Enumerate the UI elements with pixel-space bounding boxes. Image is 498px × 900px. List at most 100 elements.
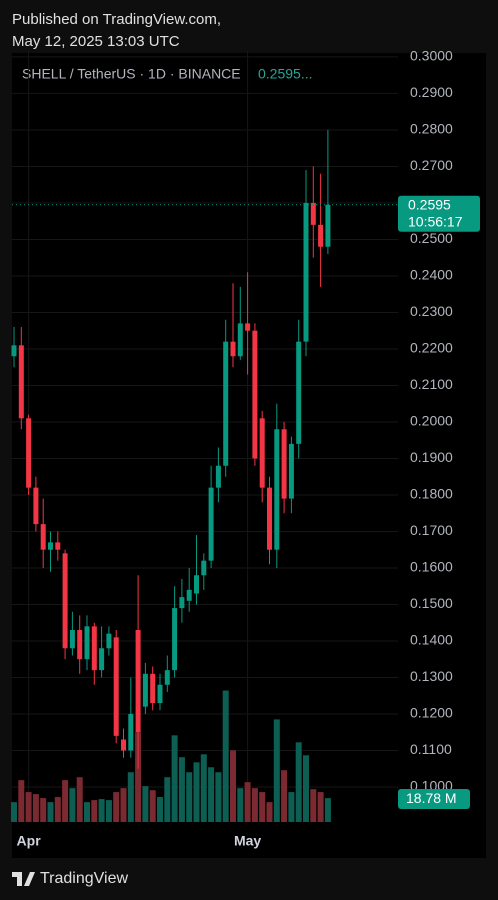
y-tick-label: 0.1100 [410, 741, 452, 757]
y-tick-label: 0.2500 [410, 230, 453, 246]
candle-body [150, 673, 156, 704]
volume-bar [91, 800, 98, 822]
y-tick-label: 0.2400 [410, 267, 453, 283]
volume-tag [398, 789, 470, 809]
plot: 0.30000.29000.28000.27000.26000.25000.24… [11, 48, 480, 849]
volume-bar [135, 732, 142, 822]
candle-body [84, 626, 90, 660]
volume-bar [193, 762, 200, 822]
y-tick-label: 0.2000 [410, 413, 453, 429]
candle-body [267, 487, 272, 550]
candle-body [121, 739, 126, 751]
candle-body [186, 589, 192, 601]
y-tick-label: 0.1400 [410, 632, 453, 648]
candle-body [259, 418, 265, 488]
volume-tag-label: 18.78 M [406, 790, 457, 806]
volume-bar [25, 792, 32, 822]
symbol: SHELL / TetherUS · 1D · BINANCE [22, 66, 241, 82]
y-tick-label: 0.1500 [410, 595, 453, 611]
candle-body [318, 224, 324, 247]
published-date: May 12, 2025 13:03 UTC [12, 33, 180, 50]
volume-bar [281, 770, 288, 822]
y-tick-label: 0.2200 [410, 340, 453, 356]
volume-bar [324, 798, 331, 822]
volume-bar [120, 788, 127, 822]
candle-body [288, 443, 294, 499]
published-text: Published on TradingView.com, [12, 11, 221, 28]
y-tick-label: 0.1700 [410, 522, 453, 538]
candle-body [208, 487, 214, 561]
volume-bar [186, 772, 193, 822]
volume-bar [32, 794, 39, 822]
y-tick-label: 0.2300 [410, 303, 453, 319]
candle-body [128, 713, 134, 751]
candle-body [99, 648, 105, 671]
candle-body [33, 487, 39, 525]
candle-body [252, 330, 258, 459]
candle-body [18, 345, 24, 419]
logo-icon [12, 872, 35, 886]
candle-body [157, 684, 163, 704]
candle-body [223, 341, 229, 466]
candle-body [274, 429, 280, 550]
candle-body [281, 429, 287, 499]
y-tick-label: 0.2100 [410, 376, 453, 392]
candle-body [113, 637, 119, 736]
candle-body [179, 597, 185, 609]
volume-bar [273, 719, 280, 822]
chart-panel [12, 53, 486, 858]
volume-bar [142, 786, 149, 822]
volume-bar [98, 799, 105, 822]
volume-bar [113, 792, 120, 822]
candle-body [91, 626, 97, 671]
candle-body [237, 323, 243, 357]
candle-body [245, 323, 251, 331]
candle-body [48, 542, 53, 550]
candle-body [62, 553, 68, 649]
y-tick-label: 0.1900 [410, 449, 453, 465]
candle-body [201, 560, 207, 576]
candle-body [77, 630, 83, 660]
candle-body [55, 542, 61, 550]
x-tick-label: May [234, 833, 261, 849]
candle-body [40, 524, 46, 550]
volume-bar [215, 772, 222, 822]
candle-body [69, 630, 75, 649]
candle-body [11, 345, 17, 357]
x-tick-label: Apr [17, 833, 42, 849]
volume-bar [222, 690, 229, 822]
logo: TradingView [12, 870, 128, 887]
volume-bar [310, 789, 317, 822]
candle-body [172, 608, 178, 671]
y-tick-label: 0.1200 [410, 705, 453, 721]
volume-bar [54, 797, 61, 822]
candle-body [215, 465, 221, 488]
candle-body [142, 673, 148, 707]
candle-body [303, 202, 309, 342]
candle-body [325, 204, 331, 247]
y-tick-label: 0.2800 [410, 121, 453, 137]
volume-bar [62, 780, 69, 822]
volume-bar [11, 802, 17, 822]
candle-body [26, 418, 32, 488]
y-tick-label: 0.2700 [410, 157, 453, 173]
volume-bar [244, 782, 251, 822]
volume-bar [171, 735, 178, 822]
candle-body [164, 670, 170, 685]
header-price: 0.2595... [258, 66, 313, 82]
volume-bar [230, 750, 236, 822]
volume-bar [84, 802, 90, 822]
volume-bar [200, 754, 207, 822]
volume-bar [40, 798, 47, 822]
candle-body [135, 630, 141, 733]
price-tag-label: 0.2595 [408, 196, 451, 212]
candle-body [194, 575, 199, 594]
y-tick-label: 0.1800 [410, 486, 453, 502]
volume-bar [259, 792, 266, 822]
volume-bar [251, 788, 258, 822]
y-tick-label: 0.1300 [410, 668, 453, 684]
volume-bar [127, 772, 134, 822]
candle-body [106, 633, 112, 649]
y-tick-label: 0.2900 [410, 84, 453, 100]
